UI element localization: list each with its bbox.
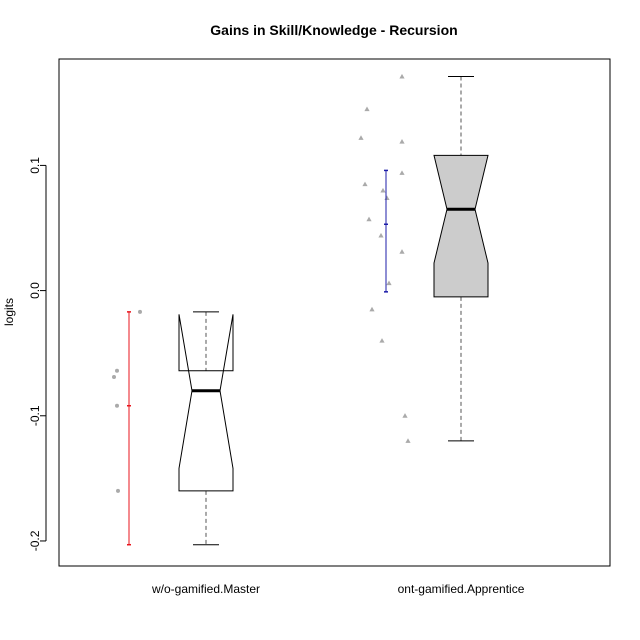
y-tick-label: -0.1 — [28, 405, 42, 426]
data-point — [138, 309, 142, 314]
data-point — [384, 195, 390, 200]
data-point — [112, 374, 116, 379]
y-tick-label: 0.0 — [28, 282, 42, 299]
data-point — [115, 368, 119, 373]
x-category-labels: w/o-gamified.Master ont-gamified.Apprenti… — [151, 582, 525, 596]
notched-box — [433, 154, 489, 298]
box-group — [112, 73, 489, 546]
y-tick-label: -0.2 — [28, 530, 42, 551]
data-point — [379, 338, 385, 343]
data-point — [362, 181, 368, 187]
y-tick-label: 0.1 — [28, 157, 42, 174]
data-point — [369, 306, 375, 312]
data-point — [399, 139, 405, 144]
data-point — [358, 135, 364, 140]
data-point — [386, 280, 392, 286]
data-point — [378, 232, 384, 238]
box-2 — [358, 73, 489, 443]
chart-title: Gains in Skill/Knowledge - Recursion — [210, 22, 457, 38]
y-axis-ticks: -0.2 -0.1 0.0 0.1 — [28, 157, 46, 551]
data-point — [402, 413, 408, 418]
data-point — [399, 170, 405, 175]
x-category-label: w/o-gamified.Master — [151, 582, 260, 596]
data-point — [366, 216, 372, 222]
notched-box — [178, 314, 234, 492]
data-point — [399, 73, 405, 79]
x-category-label: ont-gamified.Apprentice — [398, 582, 525, 596]
data-point — [399, 249, 405, 254]
y-axis-label: logits — [2, 298, 16, 326]
data-point — [405, 438, 411, 443]
data-point — [380, 187, 386, 193]
box-1 — [112, 309, 234, 546]
data-point — [115, 403, 119, 408]
data-point — [364, 106, 370, 112]
data-point — [116, 488, 120, 493]
plot-frame — [58, 58, 611, 567]
